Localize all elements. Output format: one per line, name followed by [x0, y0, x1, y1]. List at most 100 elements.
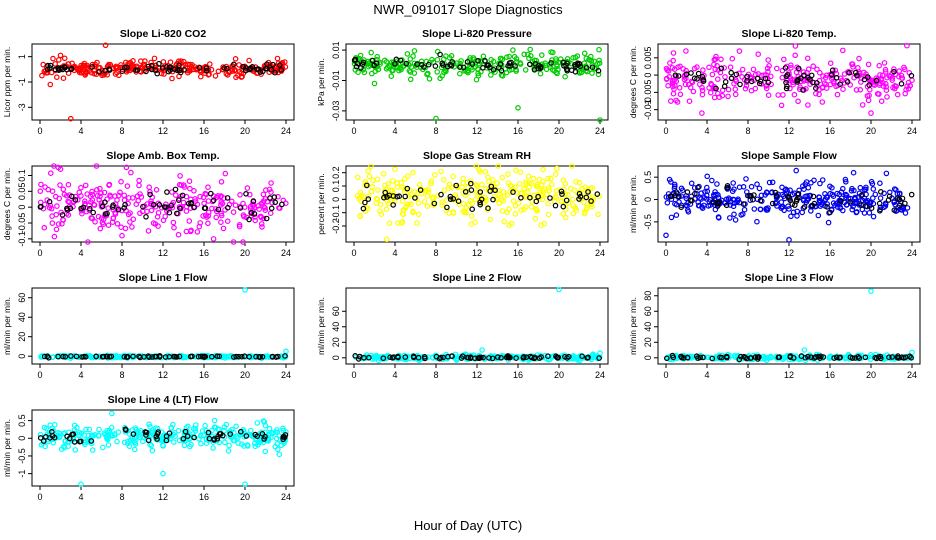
data-point: [505, 180, 512, 186]
x-tick-label: 20: [240, 370, 250, 380]
reference-point: [818, 353, 824, 360]
data-point: [508, 183, 515, 190]
reference-point: [560, 59, 567, 66]
data-points: [38, 287, 289, 362]
data-point: [683, 195, 690, 202]
data-point: [699, 84, 705, 91]
reference-point: [102, 211, 109, 217]
reference-point: [846, 70, 853, 76]
data-point: [736, 70, 742, 77]
reference-point: [425, 61, 432, 68]
reference-point: [460, 64, 467, 71]
data-point: [525, 173, 532, 180]
reference-point: [251, 211, 258, 217]
data-point: [100, 444, 106, 451]
data-point: [856, 55, 862, 62]
panel-5: Slope Gas Stream RH 0 4 8 12 16 20 24 -0.2-0.1 0 0…: [316, 150, 609, 258]
reference-point: [866, 82, 873, 88]
data-point: [878, 98, 885, 105]
data-point: [714, 63, 720, 69]
y-tick-label: 0.05: [17, 183, 27, 201]
data-point: [123, 164, 130, 171]
reference-point: [786, 194, 792, 201]
data-point: [539, 187, 546, 194]
reference-point: [410, 354, 417, 361]
data-point: [105, 205, 112, 211]
reference-point: [417, 187, 424, 193]
data-point: [257, 213, 264, 220]
reference-point: [791, 202, 798, 208]
reference-point: [240, 64, 247, 70]
reference-point: [72, 197, 79, 203]
data-point: [431, 172, 438, 178]
reference-point: [475, 57, 481, 64]
reference-point: [585, 354, 591, 361]
reference-point: [478, 354, 484, 361]
reference-point: [559, 191, 565, 197]
data-point: [48, 205, 55, 212]
x-tick-label: 12: [784, 248, 794, 258]
data-point: [196, 223, 203, 230]
reference-point: [130, 353, 136, 360]
data-point: [369, 183, 376, 190]
reference-point: [82, 353, 89, 360]
data-points: [663, 42, 915, 116]
data-point: [154, 214, 161, 220]
data-point: [237, 192, 243, 198]
reference-point: [46, 198, 53, 205]
data-point: [121, 192, 128, 199]
data-point: [499, 73, 506, 79]
data-point: [572, 54, 579, 61]
data-point: [748, 87, 755, 94]
reference-point: [477, 201, 484, 208]
y-tick-label: -0.1: [17, 231, 27, 247]
reference-point: [184, 433, 191, 440]
data-point: [673, 212, 680, 218]
y-tick-label: 40: [17, 312, 27, 322]
data-point: [670, 77, 676, 84]
outlier-point: [383, 236, 390, 243]
data-point: [822, 191, 828, 197]
data-point: [112, 211, 119, 217]
reference-point: [668, 193, 675, 200]
reference-point: [108, 353, 115, 360]
reference-point: [180, 435, 187, 442]
data-point: [210, 445, 216, 451]
reference-point: [68, 353, 74, 359]
data-point: [181, 58, 187, 65]
reference-point: [45, 62, 51, 69]
reference-point: [510, 189, 516, 195]
reference-point: [67, 205, 74, 212]
data-point: [394, 184, 401, 190]
reference-point: [468, 187, 475, 193]
data-point: [172, 192, 179, 198]
panel-title: Slope Li-820 CO2: [120, 28, 207, 40]
data-point: [252, 440, 258, 447]
data-point: [821, 80, 828, 87]
reference-point: [486, 355, 492, 361]
data-point: [274, 429, 281, 436]
reference-point: [723, 202, 730, 209]
data-point: [762, 192, 769, 198]
reference-point: [124, 64, 130, 71]
data-point: [595, 71, 602, 78]
data-point: [742, 85, 749, 92]
y-tick-label: 0.1: [331, 180, 341, 193]
panel-9: Slope Line 3 Flow 0 4 8 12 16 20 24 0 20 40 60 80 ml/…: [628, 272, 921, 380]
data-point: [169, 189, 175, 195]
y-tick-label: 0: [17, 205, 27, 210]
data-point: [754, 218, 760, 225]
outlier-point: [909, 349, 915, 356]
reference-point: [449, 59, 456, 65]
data-point: [62, 438, 69, 444]
data-point: [60, 186, 67, 193]
y-tick-label: -1: [17, 78, 27, 86]
x-tick-label: 24: [907, 370, 917, 380]
data-point: [499, 208, 506, 214]
reference-point: [380, 355, 387, 362]
data-point: [186, 65, 193, 71]
data-point: [532, 215, 539, 222]
reference-point: [675, 73, 682, 79]
data-point: [703, 184, 710, 191]
